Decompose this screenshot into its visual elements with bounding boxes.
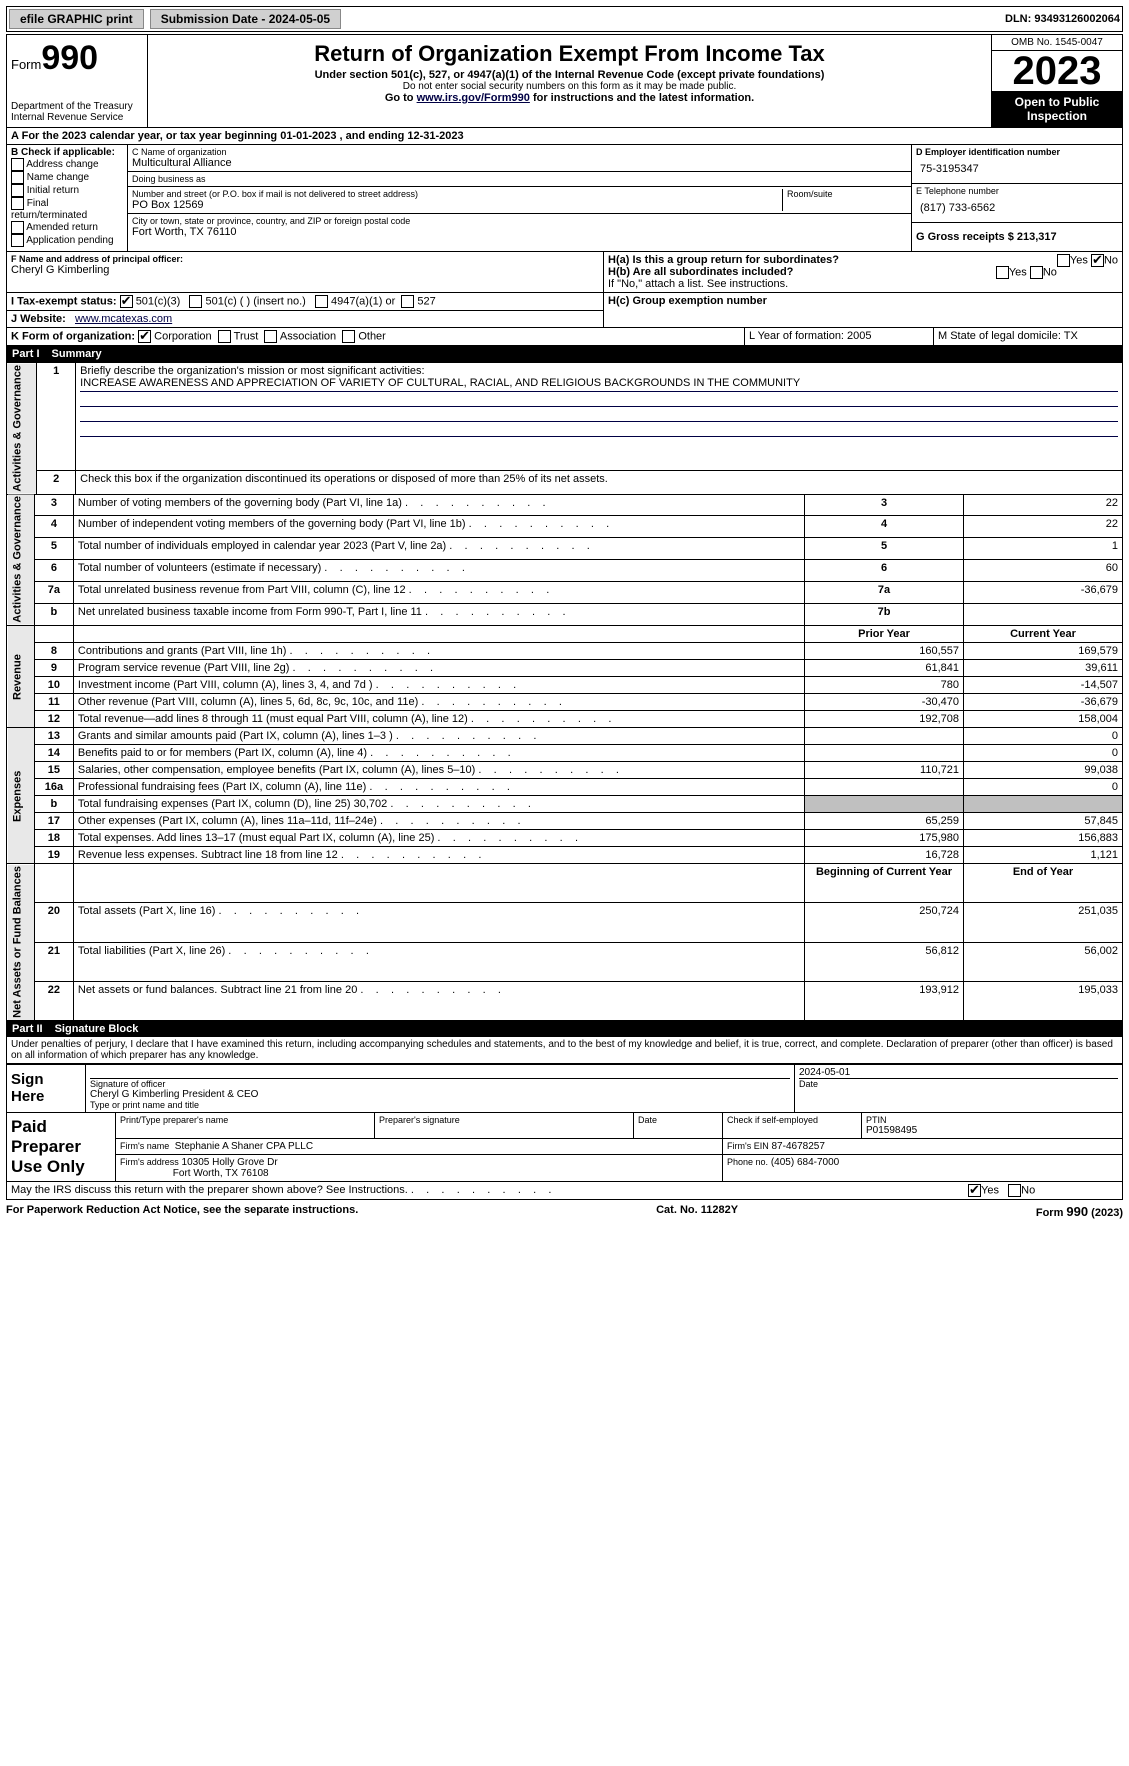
form-number: Form990 xyxy=(11,39,143,78)
firm-addr2: Fort Worth, TX 76108 xyxy=(173,1168,269,1179)
cb-527[interactable] xyxy=(401,295,414,308)
cb-discuss-no[interactable] xyxy=(1008,1184,1021,1197)
website-link[interactable]: www.mcatexas.com xyxy=(75,313,172,325)
rev-vlabel: Revenue xyxy=(7,626,35,728)
sign-here-label: Sign Here xyxy=(7,1064,86,1112)
line1-label: Briefly describe the organization's miss… xyxy=(80,365,424,377)
summary-table: Activities & Governance 1 Briefly descri… xyxy=(6,362,1123,495)
subtitle-1: Under section 501(c), 527, or 4947(a)(1)… xyxy=(152,69,987,81)
street-field: Number and street (or P.O. box if mail i… xyxy=(128,187,911,214)
cb-assoc[interactable] xyxy=(264,330,277,343)
cb-final-return[interactable]: Final return/terminated xyxy=(11,197,123,221)
phone-field: E Telephone number (817) 733-6562 xyxy=(912,184,1122,223)
discuss-row: May the IRS discuss this return with the… xyxy=(6,1182,1123,1200)
h-a: H(a) Is this a group return for subordin… xyxy=(608,254,1118,266)
declaration: Under penalties of perjury, I declare th… xyxy=(6,1037,1123,1064)
sig-date: 2024-05-01 xyxy=(799,1067,1118,1078)
cb-4947[interactable] xyxy=(315,295,328,308)
cb-discuss-yes[interactable] xyxy=(968,1184,981,1197)
state-domicile: M State of legal domicile: TX xyxy=(934,328,1122,345)
cb-address-change[interactable]: Address change xyxy=(11,158,123,171)
part-2-header: Part II Signature Block xyxy=(6,1021,1123,1037)
col-b-checkboxes: B Check if applicable: Address change Na… xyxy=(7,145,128,251)
preparer-table: Paid Preparer Use Only Print/Type prepar… xyxy=(6,1112,1123,1182)
year-formation: L Year of formation: 2005 xyxy=(745,328,934,345)
h-c: H(c) Group exemption number xyxy=(604,293,1122,327)
signature-table: Sign Here Signature of officer Cheryl G … xyxy=(6,1064,1123,1113)
irs-link[interactable]: www.irs.gov/Form990 xyxy=(417,92,530,104)
gov-vlabel: Activities & Governance xyxy=(7,494,35,626)
h-b: H(b) Are all subordinates included? Yes … xyxy=(608,266,1118,278)
org-name-field: C Name of organization Multicultural All… xyxy=(128,145,911,172)
subtitle-2: Do not enter social security numbers on … xyxy=(152,81,987,92)
gross-receipts: G Gross receipts $ 213,317 xyxy=(912,223,1122,251)
dba-field: Doing business as xyxy=(128,172,911,187)
paid-preparer-label: Paid Preparer Use Only xyxy=(7,1112,116,1181)
top-bar: efile GRAPHIC print Submission Date - 20… xyxy=(6,6,1123,32)
form-title: Return of Organization Exempt From Incom… xyxy=(152,41,987,67)
k-l-m-block: K Form of organization: Corporation Trus… xyxy=(6,328,1123,346)
cb-amended-return[interactable]: Amended return xyxy=(11,221,123,234)
footer: For Paperwork Reduction Act Notice, see … xyxy=(6,1204,1123,1219)
officer-sig-name: Cheryl G Kimberling President & CEO xyxy=(90,1089,790,1100)
cb-application-pending[interactable]: Application pending xyxy=(11,234,123,247)
entity-block: B Check if applicable: Address change Na… xyxy=(6,145,1123,252)
f-h-block: F Name and address of principal officer:… xyxy=(6,252,1123,293)
ptin: P01598495 xyxy=(866,1125,1118,1136)
submission-date-button[interactable]: Submission Date - 2024-05-05 xyxy=(150,9,341,29)
website-row: J Website: www.mcatexas.com xyxy=(7,311,603,327)
firm-ein: 87-4678257 xyxy=(772,1141,825,1152)
dln-label: DLN: 93493126002064 xyxy=(1005,13,1120,25)
line2: Check this box if the organization disco… xyxy=(76,470,1123,494)
net-vlabel: Net Assets or Fund Balances xyxy=(7,864,35,1021)
public-inspection: Open to Public Inspection xyxy=(992,91,1122,127)
cb-initial-return[interactable]: Initial return xyxy=(11,184,123,197)
efile-print-button[interactable]: efile GRAPHIC print xyxy=(9,9,144,29)
form-header: Form990 Department of the Treasury Inter… xyxy=(6,34,1123,128)
city-field: City or town, state or province, country… xyxy=(128,214,911,240)
ein-field: D Employer identification number 75-3195… xyxy=(912,145,1122,184)
exp-vlabel: Expenses xyxy=(7,728,35,864)
tax-year: 2023 xyxy=(992,51,1122,91)
cb-name-change[interactable]: Name change xyxy=(11,171,123,184)
cb-trust[interactable] xyxy=(218,330,231,343)
cb-corp[interactable] xyxy=(138,330,151,343)
cb-501c3[interactable] xyxy=(120,295,133,308)
i-j-block: I Tax-exempt status: 501(c)(3) 501(c) ( … xyxy=(6,293,1123,328)
subtitle-3: Go to www.irs.gov/Form990 for instructio… xyxy=(152,92,987,104)
cb-501c[interactable] xyxy=(189,295,202,308)
h-note: If "No," attach a list. See instructions… xyxy=(608,278,1118,290)
gov-label: Activities & Governance xyxy=(7,363,37,495)
mission-text: INCREASE AWARENESS AND APPRECIATION OF V… xyxy=(80,377,1118,392)
form-of-org: K Form of organization: Corporation Trus… xyxy=(7,328,745,345)
dept-treasury: Department of the Treasury Internal Reve… xyxy=(11,101,143,123)
tax-exempt-status: I Tax-exempt status: 501(c)(3) 501(c) ( … xyxy=(7,293,603,311)
line-a-tax-year: A For the 2023 calendar year, or tax yea… xyxy=(6,128,1123,145)
officer-label: F Name and address of principal officer: xyxy=(11,254,599,264)
firm-name: Stephanie A Shaner CPA PLLC xyxy=(175,1141,313,1152)
firm-addr1: 10305 Holly Grove Dr xyxy=(182,1157,278,1168)
officer-name: Cheryl G Kimberling xyxy=(11,264,599,276)
firm-phone: (405) 684-7000 xyxy=(771,1157,839,1168)
cb-other[interactable] xyxy=(342,330,355,343)
summary-body: Activities & Governance3Number of voting… xyxy=(6,494,1123,1021)
part-1-header: Part I Summary xyxy=(6,346,1123,362)
